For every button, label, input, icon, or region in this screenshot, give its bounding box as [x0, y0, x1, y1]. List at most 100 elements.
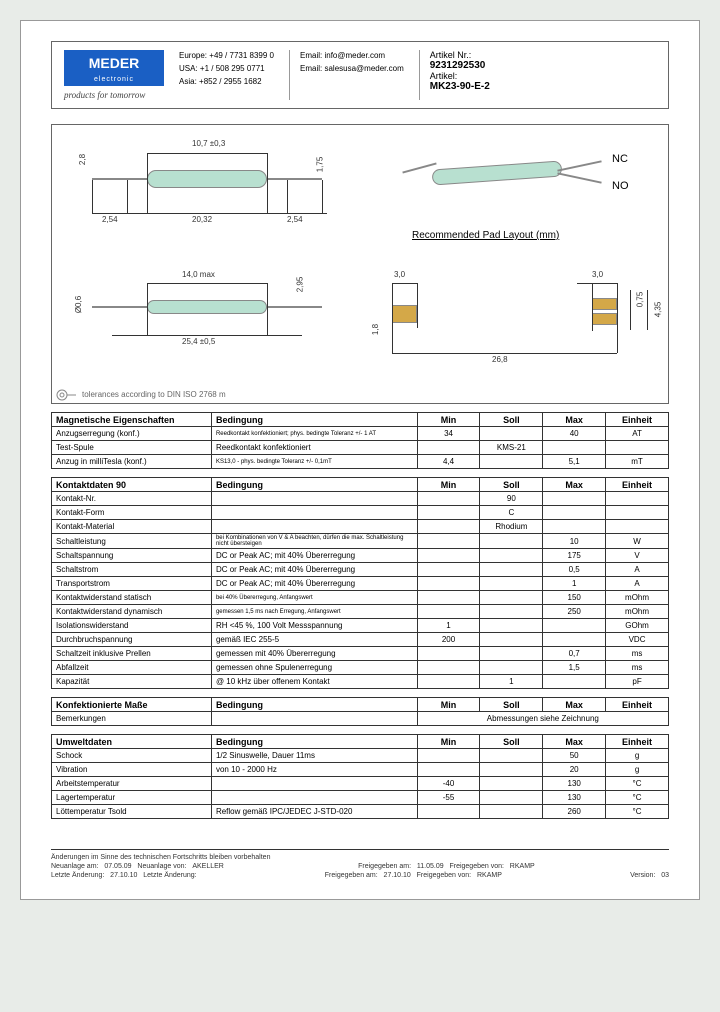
- cell-soll: [480, 455, 543, 469]
- cell-max: 0,7: [543, 647, 606, 661]
- cell-max: 130: [543, 777, 606, 791]
- dim-diam: Ø0,6: [74, 296, 83, 313]
- usa-label: USA:: [179, 64, 198, 73]
- cell-unit: A: [606, 577, 669, 591]
- cell-name: Schock: [52, 749, 212, 763]
- frei-date: 11.05.09: [417, 863, 444, 870]
- cell-soll: [480, 563, 543, 577]
- cell-max: 40: [543, 427, 606, 441]
- t2-title: Kontaktdaten 90: [52, 478, 212, 492]
- cell-name: Kontakt-Nr.: [52, 492, 212, 506]
- cell-cond: von 10 - 2000 Hz: [211, 763, 417, 777]
- cell-name: Lagertemperatur: [52, 791, 212, 805]
- cell-max: [543, 633, 606, 647]
- table-dimensions: Konfektionierte Maße Bedingung Min Soll …: [51, 697, 669, 726]
- t4-cond: Bedingung: [211, 735, 417, 749]
- t3-unit: Einheit: [606, 698, 669, 712]
- cell-cond: 1/2 Sinuswelle, Dauer 11ms: [211, 749, 417, 763]
- cell-cond: [211, 520, 417, 534]
- cell-unit: g: [606, 763, 669, 777]
- dim-2-54a: 2,54: [102, 215, 118, 224]
- t2-min: Min: [417, 478, 480, 492]
- email2-label: Email:: [300, 64, 322, 73]
- cell-cond: DC or Peak AC; mit 40% Übererregung: [211, 577, 417, 591]
- pad-d4: 0,75: [635, 292, 644, 308]
- cell-name: Kontaktwiderstand dynamisch: [52, 605, 212, 619]
- cell-unit: AT: [606, 427, 669, 441]
- cell-cond: bei Kombinationen von V & A beachten, dü…: [211, 534, 417, 549]
- table-row: Schock1/2 Sinuswelle, Dauer 11ms50g: [52, 749, 669, 763]
- cell-name: Durchbruchspannung: [52, 633, 212, 647]
- pad-d6: 26,8: [492, 355, 508, 364]
- t2-max: Max: [543, 478, 606, 492]
- cell-name: Löttemperatur Tsold: [52, 805, 212, 819]
- cell-min: [417, 749, 480, 763]
- pad-left: [392, 305, 417, 323]
- cell-min: [417, 534, 480, 549]
- cell-unit: mT: [606, 455, 669, 469]
- t2-cond: Bedingung: [211, 478, 417, 492]
- tagline: products for tomorrow: [64, 90, 164, 100]
- table-row: Schaltleistungbei Kombinationen von V & …: [52, 534, 669, 549]
- cell-name: Vibration: [52, 763, 212, 777]
- label-nc: NC: [612, 153, 628, 165]
- cell-unit: °C: [606, 777, 669, 791]
- article-label: Artikel:: [430, 71, 490, 81]
- article-nr-label: Artikel Nr.:: [430, 50, 490, 60]
- email1-label: Email:: [300, 51, 322, 60]
- email1: info@meder.com: [324, 51, 385, 60]
- cell-unit: g: [606, 749, 669, 763]
- cell-unit: ms: [606, 647, 669, 661]
- cell-min: [417, 763, 480, 777]
- cell-cond: [211, 492, 417, 506]
- frei2-label: Freigegeben am:: [325, 872, 378, 879]
- cell-soll: [480, 619, 543, 633]
- frei2-by: RKAMP: [477, 872, 502, 879]
- cell-cond: @ 10 kHz über offenem Kontakt: [211, 675, 417, 689]
- table-row: Kontakt-Nr.90: [52, 492, 669, 506]
- t3-min: Min: [417, 698, 480, 712]
- cell-min: 1: [417, 619, 480, 633]
- cell-min: [417, 647, 480, 661]
- cell-max: 1: [543, 577, 606, 591]
- cell-min: [417, 675, 480, 689]
- cell-soll: [480, 749, 543, 763]
- cell-min: [417, 441, 480, 455]
- cell-cond: [211, 777, 417, 791]
- cell-unit: [606, 492, 669, 506]
- table-row: Vibrationvon 10 - 2000 Hz20g: [52, 763, 669, 777]
- t2-body: Kontakt-Nr.90Kontakt-FormCKontakt-Materi…: [52, 492, 669, 689]
- cell-unit: [606, 506, 669, 520]
- t4-min: Min: [417, 735, 480, 749]
- cell-unit: V: [606, 549, 669, 563]
- cell-max: 175: [543, 549, 606, 563]
- table-row: TransportstromDC or Peak AC; mit 40% Übe…: [52, 577, 669, 591]
- cell-min: [417, 492, 480, 506]
- cell-soll: [480, 427, 543, 441]
- asia-phone: +852 / 2955 1682: [199, 77, 262, 86]
- cell-name: Schaltstrom: [52, 563, 212, 577]
- email2: salesusa@meder.com: [324, 64, 403, 73]
- technical-drawing: 10,7 ±0,3 2,8 1,75 2,54 20,32 2,54 14,0 …: [51, 124, 669, 404]
- cell-max: [543, 441, 606, 455]
- t1-max: Max: [543, 413, 606, 427]
- cell-max: [543, 492, 606, 506]
- pad-layout-title: Recommended Pad Layout (mm): [412, 230, 559, 241]
- cell-name: Kontaktwiderstand statisch: [52, 591, 212, 605]
- t4-body: Schock1/2 Sinuswelle, Dauer 11ms50gVibra…: [52, 749, 669, 819]
- cell-max: [543, 675, 606, 689]
- cell-min: [417, 506, 480, 520]
- cell-unit: mOhm: [606, 591, 669, 605]
- pad-d3: 3,0: [592, 270, 603, 279]
- cell-max: 5,1: [543, 455, 606, 469]
- table-row: Löttemperatur TsoldReflow gemäß IPC/JEDE…: [52, 805, 669, 819]
- cell-soll: [480, 577, 543, 591]
- ver-label: Version:: [630, 872, 655, 879]
- cell-cond: bei 40% Übererregung, Anfangswert: [211, 591, 417, 605]
- table-row: Schaltzeit inklusive Prellengemessen mit…: [52, 647, 669, 661]
- t2-unit: Einheit: [606, 478, 669, 492]
- cell-name: Test-Spule: [52, 441, 212, 455]
- t3-soll: Soll: [480, 698, 543, 712]
- table-row: Kontaktwiderstand statischbei 40% Überer…: [52, 591, 669, 605]
- cell-max: [543, 520, 606, 534]
